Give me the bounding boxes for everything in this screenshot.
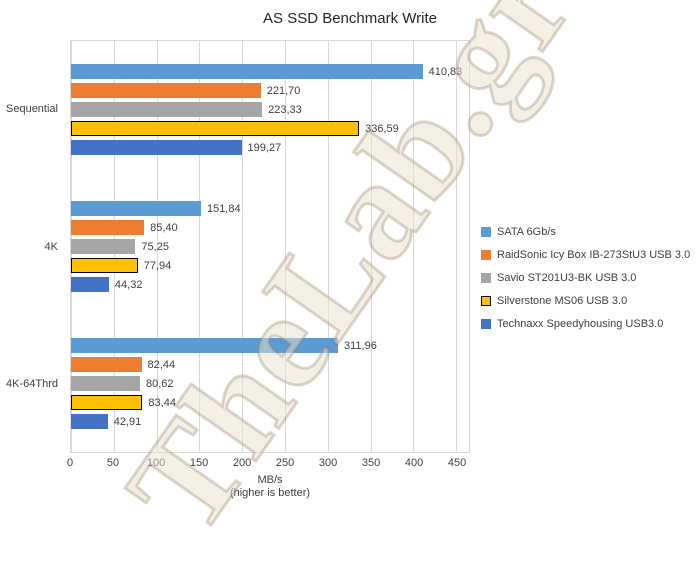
plot-area: 410,83 221,70 223,33 336,59 199,27 151,84 85,4…: [70, 40, 470, 453]
bar: [71, 220, 145, 235]
legend-swatch: [481, 296, 491, 306]
bar-value-label: 83,44: [148, 396, 176, 409]
bar: [71, 414, 108, 429]
bar-row: 80,62: [71, 376, 469, 391]
bar-value-label: 75,25: [141, 240, 169, 253]
bar-value-label: 311,96: [344, 339, 377, 352]
legend-item: RaidSonic Icy Box IB-273StU3 USB 3.0: [481, 249, 690, 261]
chart-title: AS SSD Benchmark Write: [263, 10, 437, 27]
bar-value-label: 223,33: [268, 103, 302, 116]
bar-group: 151,84 85,40 75,25 77,94 44,32: [71, 178, 469, 315]
bar: [71, 395, 143, 410]
bar: [71, 277, 109, 292]
bar: [71, 338, 338, 353]
gridline: [284, 41, 286, 452]
x-tick-label: 300: [318, 457, 338, 469]
bar: [71, 376, 140, 391]
legend-swatch: [481, 319, 491, 329]
x-tick-label: 450: [447, 457, 467, 469]
bar-value-label: 199,27: [247, 141, 282, 154]
legend-item: Savio ST201U3-BK USB 3.0: [481, 272, 690, 284]
x-tick-label: 150: [189, 457, 209, 469]
x-tick-label: 350: [361, 457, 381, 469]
x-tick-label: 200: [232, 457, 252, 469]
legend-item: Silverstone MS06 USB 3.0: [481, 295, 690, 307]
bar-value-label: 77,94: [143, 259, 172, 272]
bar-row: 410,83: [71, 64, 469, 79]
legend-label: Savio ST201U3-BK USB 3.0: [497, 272, 637, 284]
bar-row: 311,96: [71, 338, 469, 353]
gridline: [242, 41, 244, 452]
category-label: Sequential: [6, 102, 58, 115]
category-label: 4K-64Thrd: [6, 378, 58, 391]
legend-label: SATA 6Gb/s: [497, 226, 556, 238]
bar: [71, 239, 136, 254]
bar: [71, 121, 360, 136]
legend-item: SATA 6Gb/s: [481, 226, 690, 238]
bar-row: 199,27: [71, 140, 469, 155]
bar-row: 75,25: [71, 239, 469, 254]
category-axis: Sequential 4K 4K-64Thrd: [0, 40, 64, 453]
x-tick-label: 250: [275, 457, 295, 469]
legend: SATA 6Gb/s RaidSonic Icy Box IB-273StU3 U…: [481, 226, 690, 330]
bar-row: 85,40: [71, 220, 469, 235]
gridline: [456, 41, 458, 452]
bar-row: 83,44: [71, 395, 469, 410]
legend-label: Silverstone MS06 USB 3.0: [497, 295, 628, 307]
x-tick-label: 50: [106, 457, 120, 469]
bar: [71, 357, 142, 372]
bar: [71, 201, 201, 216]
bar-row: 336,59: [71, 121, 469, 136]
bar-row: 223,33: [71, 102, 469, 117]
bar-group: 311,96 82,44 80,62 83,44 42,91: [71, 315, 469, 452]
legend-swatch: [481, 273, 491, 283]
bar: [71, 83, 261, 98]
bar-value-label: 44,32: [114, 278, 143, 291]
bar-row: 221,70: [71, 83, 469, 98]
legend-item: Technaxx Speedyhousing USB3.0: [481, 318, 690, 330]
x-tick-label: 400: [404, 457, 424, 469]
gridline: [156, 41, 158, 452]
x-tick-label: 100: [146, 457, 166, 469]
bar: [71, 258, 138, 273]
x-axis-title: MB/s: [257, 474, 283, 486]
bar: [71, 140, 242, 155]
bar-group: 410,83 221,70 223,33 336,59 199,27: [71, 41, 469, 178]
bar-row: 82,44: [71, 357, 469, 372]
legend-swatch: [481, 250, 491, 260]
bar-value-label: 221,70: [266, 84, 301, 97]
bar-value-label: 80,62: [146, 377, 174, 390]
gridline: [370, 41, 372, 452]
bar-value-label: 410,83: [428, 65, 463, 78]
bar: [71, 102, 263, 117]
legend-swatch: [481, 227, 491, 237]
legend-label: RaidSonic Icy Box IB-273StU3 USB 3.0: [497, 249, 691, 261]
bar-row: 42,91: [71, 414, 469, 429]
bar-value-label: 336,59: [365, 122, 399, 135]
bar-row: 44,32: [71, 277, 469, 292]
gridline: [413, 41, 415, 452]
x-axis-subtitle: (higher is better): [229, 487, 311, 499]
bar-value-label: 82,44: [147, 358, 176, 371]
bar-value-label: 151,84: [206, 202, 241, 215]
gridline: [327, 41, 329, 452]
bar-row: 77,94: [71, 258, 469, 273]
bar-row: 151,84: [71, 201, 469, 216]
legend-label: Technaxx Speedyhousing USB3.0: [497, 318, 664, 330]
gridline: [199, 41, 201, 452]
x-tick-label: 0: [66, 457, 74, 469]
category-label: 4K: [44, 240, 58, 253]
bar-value-label: 85,40: [150, 221, 178, 234]
bar: [71, 64, 423, 79]
x-axis-ticks: 0 50 100 150 200 250 300 350 400 450: [66, 457, 470, 471]
bar-value-label: 42,91: [113, 415, 142, 428]
